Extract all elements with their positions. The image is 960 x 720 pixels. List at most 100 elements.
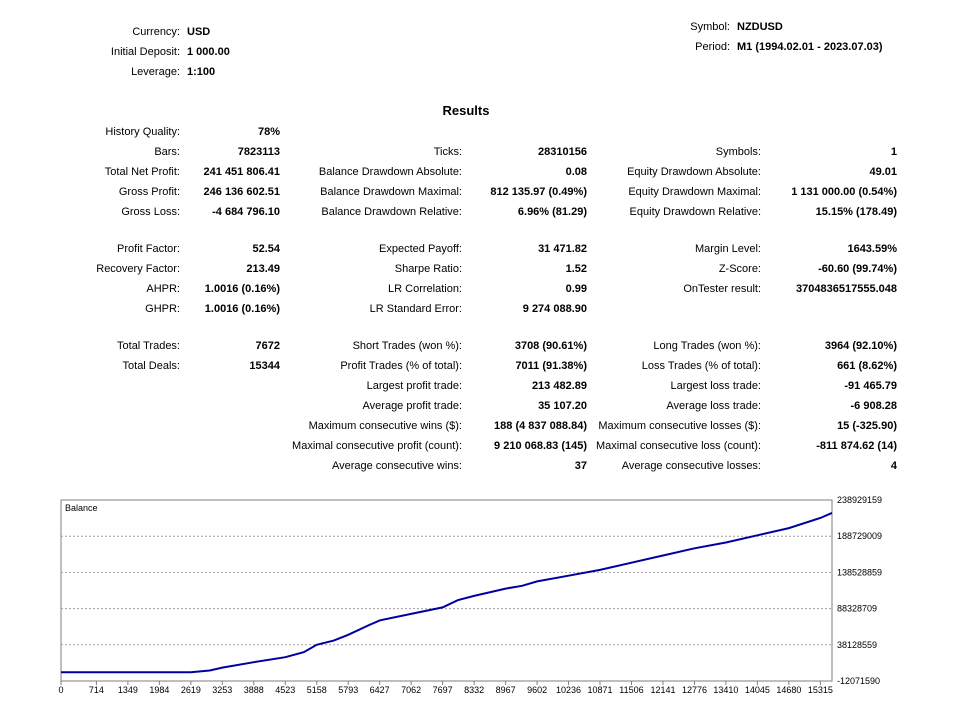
currency-value: USD — [187, 26, 211, 38]
col2-row-label: Balance Drawdown Maximal: — [320, 186, 462, 198]
period-value: M1 (1994.02.01 - 2023.07.03) — [737, 41, 883, 53]
x-tick-label: 8332 — [464, 685, 484, 695]
col3-row-label: Symbols: — [715, 146, 761, 158]
col3-row-label: Loss Trades (% of total): — [641, 360, 761, 372]
x-tick-label: 4523 — [275, 685, 295, 695]
y-tick-label: 138528859 — [837, 567, 882, 577]
period-label: Period: — [695, 41, 730, 53]
col2-row-value: 812 135.97 (0.49%) — [490, 186, 587, 198]
col1-row-label: Total Net Profit: — [104, 166, 180, 178]
col1-row-label: Total Deals: — [122, 360, 180, 372]
y-tick-label: -12071590 — [837, 676, 880, 686]
col2-row-label: LR Standard Error: — [369, 303, 462, 315]
leverage-value: 1:100 — [187, 66, 216, 78]
col2-row-value: 0.99 — [565, 283, 587, 295]
col2-row-label: Short Trades (won %): — [352, 340, 462, 352]
x-tick-label: 12141 — [650, 685, 675, 695]
col1-row-label: GHPR: — [145, 303, 180, 315]
col2-row-value: 0.08 — [565, 166, 587, 178]
col2-row-label: Balance Drawdown Relative: — [321, 206, 462, 218]
col1-row-label: AHPR: — [146, 283, 180, 295]
symbol-label: Symbol: — [690, 21, 730, 33]
plot-area — [60, 499, 833, 682]
col2-row-value: 7011 (91.38%) — [515, 360, 587, 372]
balance-line — [61, 511, 833, 674]
col3-row-value: 1 — [890, 146, 897, 158]
x-tick-label: 3888 — [244, 685, 264, 695]
x-tick-label: 714 — [89, 685, 104, 695]
col3-row-label: Long Trades (won %): — [653, 340, 761, 352]
x-tick-label: 10871 — [587, 685, 612, 695]
col2-row-label: LR Correlation: — [388, 283, 462, 295]
x-tick-label: 7697 — [433, 685, 453, 695]
col3-row-label: Largest loss trade: — [670, 380, 762, 392]
x-tick-label: 9602 — [527, 685, 547, 695]
col2-row-label: Average profit trade: — [362, 400, 462, 412]
x-tick-label: 14045 — [745, 685, 770, 695]
col3-row-value: 1643.59% — [847, 243, 897, 255]
col2-row-value: 188 (4 837 088.84) — [494, 420, 587, 432]
col2-row-label: Average consecutive wins: — [331, 460, 462, 472]
col3-row-value: -91 465.79 — [844, 380, 897, 392]
col3-row-value: 3964 (92.10%) — [824, 340, 897, 352]
col3-row-value: 15.15% (178.49) — [815, 206, 897, 218]
col1-row-value: 1.0016 (0.16%) — [204, 283, 280, 295]
col1-row-value: -4 684 796.10 — [212, 206, 280, 218]
x-tick-label: 2619 — [181, 685, 201, 695]
col2-row-label: Profit Trades (% of total): — [340, 360, 462, 372]
col2-row-label: Ticks: — [433, 146, 462, 158]
col1-row-value: 7672 — [255, 340, 280, 352]
x-tick-label: 14680 — [776, 685, 801, 695]
col2-row-value: 213 482.89 — [531, 380, 587, 392]
col1-row-label: Total Trades: — [117, 340, 180, 352]
col3-row-value: 49.01 — [869, 166, 897, 178]
col2-row-value: 37 — [574, 460, 587, 472]
col2-row-label: Balance Drawdown Absolute: — [318, 166, 462, 178]
x-tick-label: 10236 — [556, 685, 581, 695]
x-tick-label: 3253 — [212, 685, 232, 695]
x-tick-label: 5158 — [307, 685, 327, 695]
x-tick-label: 13410 — [713, 685, 738, 695]
x-tick-label: 5793 — [338, 685, 358, 695]
y-tick-label: 188729009 — [837, 531, 882, 541]
chart-title: Balance — [65, 503, 98, 513]
col1-row-label: Profit Factor: — [117, 243, 180, 255]
col1-row-value: 1.0016 (0.16%) — [204, 303, 280, 315]
col3-row-label: Maximal consecutive loss (count): — [595, 440, 761, 452]
col3-row-label: Average consecutive losses: — [621, 460, 761, 472]
col1-row-value: 78% — [257, 126, 280, 138]
col3-row-label: Equity Drawdown Relative: — [629, 206, 761, 218]
col2-row-label: Maximum consecutive wins ($): — [308, 420, 462, 432]
x-tick-label: 12776 — [682, 685, 707, 695]
col3-row-label: Equity Drawdown Maximal: — [628, 186, 761, 198]
col3-row-value: -60.60 (99.74%) — [818, 263, 897, 275]
col1-row-value: 7823113 — [237, 146, 280, 158]
col3-row-label: Maximum consecutive losses ($): — [598, 420, 761, 432]
col3-row-value: -6 908.28 — [850, 400, 897, 412]
col1-row-value: 52.54 — [252, 243, 280, 255]
col2-row-label: Expected Payoff: — [379, 243, 462, 255]
col2-row-value: 6.96% (81.29) — [517, 206, 587, 218]
col3-row-value: 3704836517555.048 — [796, 283, 897, 295]
col1-row-label: Bars: — [154, 146, 180, 158]
col1-row-label: Gross Profit: — [118, 186, 180, 198]
col2-row-value: 1.52 — [565, 263, 587, 275]
symbol-value: NZDUSD — [737, 21, 783, 33]
x-tick-label: 0 — [58, 685, 63, 695]
col1-row-label: Gross Loss: — [121, 206, 180, 218]
leverage-label: Leverage: — [131, 66, 180, 78]
y-tick-label: 38128559 — [837, 640, 877, 650]
col3-row-label: Average loss trade: — [666, 400, 761, 412]
col1-row-label: History Quality: — [105, 126, 180, 138]
x-tick-label: 8967 — [496, 685, 516, 695]
col3-row-value: 1 131 000.00 (0.54%) — [791, 186, 897, 198]
y-tick-label: 88328709 — [837, 604, 877, 614]
col2-row-label: Largest profit trade: — [366, 380, 462, 392]
col1-row-value: 246 136 602.51 — [203, 186, 280, 198]
col3-row-label: Equity Drawdown Absolute: — [627, 166, 761, 178]
col3-row-value: 15 (-325.90) — [837, 420, 897, 432]
col2-row-label: Maximal consecutive profit (count): — [292, 440, 462, 452]
col3-row-label: Z-Score: — [718, 263, 761, 275]
col2-row-value: 3708 (90.61%) — [514, 340, 587, 352]
